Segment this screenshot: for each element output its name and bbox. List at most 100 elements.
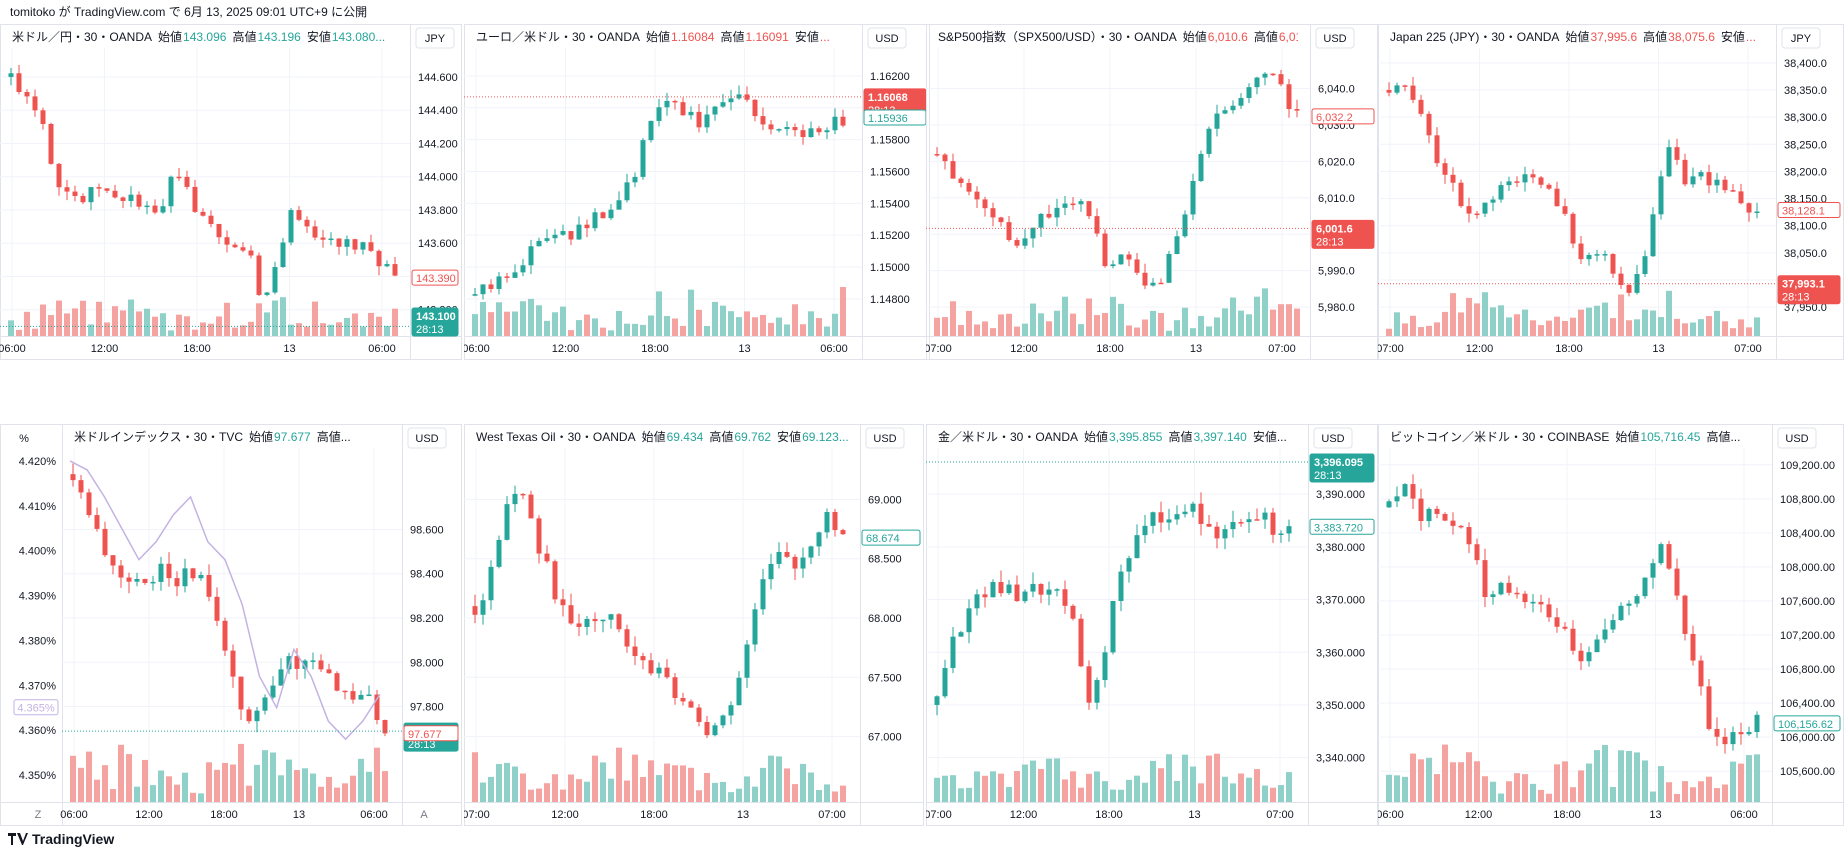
currency-button[interactable] <box>1313 427 1353 449</box>
candle-body <box>238 676 244 710</box>
volume-bar <box>998 773 1004 802</box>
candle-body <box>64 187 70 192</box>
volume-bar <box>1690 787 1696 802</box>
currency-button[interactable] <box>415 27 455 49</box>
volume-bar <box>350 775 356 802</box>
volume-bar <box>832 313 838 336</box>
ohlc-value: 6,010.6 <box>1207 30 1248 44</box>
chart-svg-spx500[interactable]: 6,040.06,030.06,020.06,010.06,000.05,990… <box>926 24 1378 360</box>
chart-panel-spx500[interactable]: 6,040.06,030.06,020.06,010.06,000.05,990… <box>926 24 1378 360</box>
candle-body <box>998 217 1004 223</box>
price-label-box <box>1773 715 1841 732</box>
volume-bar <box>840 287 846 336</box>
volume-bar <box>152 316 158 336</box>
chart-svg-btcusd[interactable]: 109,200.00 108,800.00 108,400.00 108,000.00… <box>1378 424 1844 826</box>
chart-panel-usdjpy[interactable]: 144.600 144.400 144.200 144.000 143.800 143.6… <box>0 24 462 360</box>
candle-body <box>1570 213 1576 244</box>
auto-scale-button[interactable]: A <box>420 809 428 821</box>
volume-bar <box>1230 297 1236 336</box>
volume-bar <box>64 313 70 336</box>
candle-body <box>1006 584 1012 594</box>
candle-body <box>1522 174 1528 183</box>
zoom-button[interactable]: Z <box>35 809 42 821</box>
candle-body <box>1618 273 1624 285</box>
chart-svg-dxy[interactable]: 98.600 98.400 98.200 98.000 97.800 06:00 12:00… <box>0 424 462 826</box>
candle-body <box>608 209 614 219</box>
currency-button[interactable] <box>1315 27 1355 49</box>
volume-bar <box>472 314 478 336</box>
chart-panel-japan225[interactable]: 38,400.0 38,350.0 38,300.0 38,250.0 38,200.0… <box>1378 24 1844 360</box>
chart-svg-eurusd[interactable]: 1.162001.160001.158001.156001.154001.152… <box>464 24 930 360</box>
candle-body <box>1634 596 1640 604</box>
ohlc-value: 143.080... <box>331 30 386 44</box>
candle-body <box>1458 182 1464 207</box>
candle-body <box>358 694 364 700</box>
volume-bar <box>1498 305 1504 336</box>
volume-bar <box>832 791 838 802</box>
candle-body <box>640 140 646 177</box>
y-tick-label: 106,400.00 <box>1780 698 1835 710</box>
candle-body <box>1006 222 1012 241</box>
ohlc-label: 安値 <box>306 30 331 44</box>
chart-panel-eurusd[interactable]: 1.162001.160001.158001.156001.154001.152… <box>464 24 930 360</box>
volume-bar <box>816 790 822 802</box>
volume-bar <box>126 754 132 802</box>
chart-svg-usdjpy[interactable]: 144.600 144.400 144.200 144.000 143.800 143.6… <box>0 24 462 360</box>
candle-body <box>1022 591 1028 602</box>
candle-body <box>1466 527 1472 545</box>
chart-panel-btcusd[interactable]: 109,200.00 108,800.00 108,400.00 108,000.00… <box>1378 424 1844 826</box>
volume-bar <box>1514 773 1520 802</box>
chart-panel-wti[interactable]: 69.000 68.500 68.000 67.500 67.000 07:00 12:00… <box>464 424 924 826</box>
volume-bar <box>958 788 964 802</box>
volume-bar <box>1214 317 1220 336</box>
candle-body <box>616 614 622 630</box>
volume-bar <box>326 776 332 802</box>
volume-bar <box>696 790 702 802</box>
candle-body <box>254 710 260 722</box>
volume-bar <box>72 308 78 336</box>
candle-body <box>1158 512 1164 523</box>
candle-body <box>1458 525 1464 528</box>
y-tick-label: 144.200 <box>418 138 458 150</box>
y-tick-label: 1.16200 <box>870 71 910 83</box>
y-tick-label: 6,010.0 <box>1318 193 1355 205</box>
symbol-name: 米ドルインデックス・30・TVC <box>74 430 243 444</box>
candle-body <box>1554 617 1560 627</box>
volume-bar <box>1642 760 1648 802</box>
currency-button[interactable] <box>865 427 905 449</box>
candle-body <box>608 614 614 620</box>
candle-body <box>1442 513 1448 521</box>
volume-bar <box>998 314 1004 336</box>
countdown-label: 28:13 <box>1316 236 1344 248</box>
chart-svg-wti[interactable]: 69.000 68.500 68.000 67.500 67.000 07:00 12:00… <box>464 424 924 826</box>
currency-button[interactable] <box>407 427 447 449</box>
volume-bar <box>784 324 790 336</box>
volume-bar <box>294 770 300 802</box>
chart-svg-gold[interactable]: 3,390.000 3,380.000 3,370.000 3,360.000 3,35… <box>926 424 1378 826</box>
currency-button[interactable] <box>1781 27 1821 49</box>
currency-button[interactable] <box>867 27 907 49</box>
chart-svg-japan225[interactable]: 38,400.0 38,350.0 38,300.0 38,250.0 38,200.0… <box>1378 24 1844 360</box>
volume-bar <box>1410 753 1416 802</box>
candle-body <box>840 530 846 535</box>
currency-button[interactable] <box>1777 427 1817 449</box>
volume-bar <box>1246 314 1252 336</box>
left-axis-unit: % <box>19 433 29 445</box>
volume-bar <box>366 771 372 802</box>
volume-bar <box>1254 296 1260 336</box>
candle-body <box>1658 176 1664 215</box>
chart-panel-gold[interactable]: 3,390.000 3,380.000 3,370.000 3,360.000 3,35… <box>926 424 1378 826</box>
candle-body <box>1206 523 1212 527</box>
volume-bar <box>1402 323 1408 336</box>
candle-body <box>672 100 678 103</box>
candle-body <box>1262 73 1268 78</box>
y-tick-label: 67.000 <box>868 732 902 744</box>
candle-body <box>1270 73 1276 76</box>
volume-bar <box>382 771 388 802</box>
volume-bar <box>1094 771 1100 802</box>
ohlc-value: 69.434 <box>666 430 704 444</box>
candle-body <box>70 474 76 481</box>
y-tick-label: 97.800 <box>410 702 444 714</box>
volume-bar <box>1046 321 1052 336</box>
chart-panel-dxy[interactable]: 98.600 98.400 98.200 98.000 97.800 06:00 12:00… <box>0 424 462 826</box>
